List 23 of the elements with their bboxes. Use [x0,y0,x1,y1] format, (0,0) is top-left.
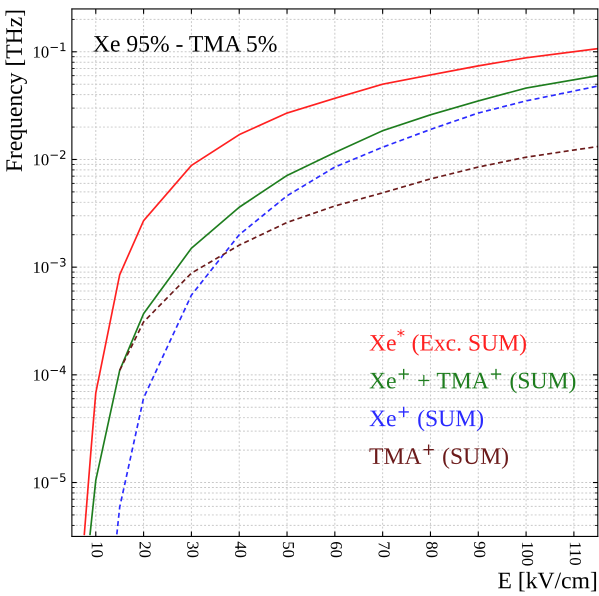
text: Xe$^{+}$ + TMA$^{+}$ (SUM) [370,368,576,394]
x-tick-label: 50 [282,542,294,558]
y-tick-label: 10$^{−2}$ [34,150,66,166]
text: TMA$^{+}$ (SUM) [369,444,508,469]
y-tick-label: 10$^{−1}$ [34,42,66,58]
y-tick-label: 10$^{−5}$ [34,473,66,488]
x-tick-label: 80 [426,542,438,558]
y-tick-label: 10$^{−3}$ [34,258,66,274]
x-tick-label: 10 [92,542,103,558]
x-tick-label: 90 [474,542,486,558]
text: Xe$^{+}$ (SUM) [370,406,484,432]
x-tick-label: 100 [522,542,534,566]
y-tick-label: 10$^{−4}$ [34,366,66,381]
x-tick-label: 60 [330,542,342,558]
x-tick-label: 20 [139,542,151,558]
text: Xe$^{*}$ (Exc. SUM) [370,329,526,356]
text: Xe 95% - TMA 5% [93,36,277,52]
x-tick-label: 30 [187,542,198,558]
x-axis-title: E [kV/cm] [498,572,596,592]
x-tick-label: 70 [378,542,390,558]
x-tick-label: 110 [570,542,581,565]
y-axis-title: Frequency [THz] [5,10,27,172]
x-tick-label: 40 [235,542,246,558]
